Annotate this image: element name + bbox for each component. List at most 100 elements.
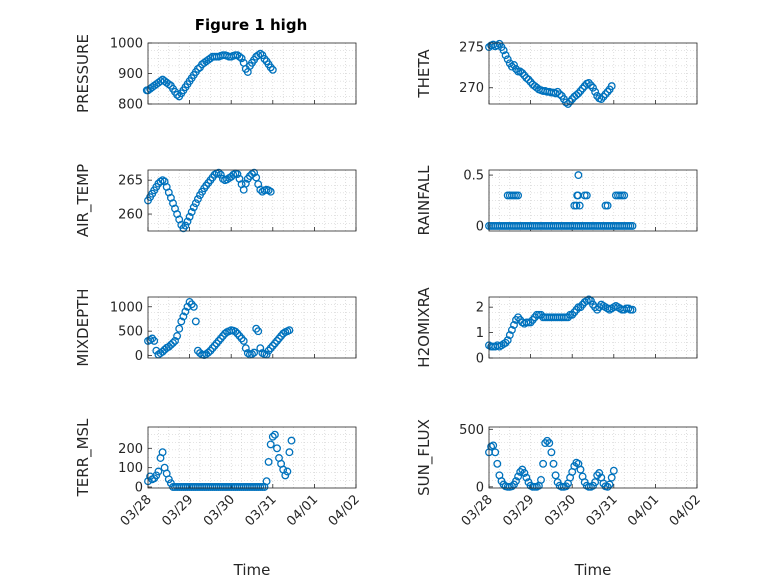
data-point	[593, 471, 602, 480]
x-tick-label: 03/30	[542, 492, 579, 529]
y-tick-label: 1	[476, 326, 484, 341]
axes-frame	[147, 426, 357, 489]
y-tick-label: 260	[118, 208, 143, 223]
y-tick-label: 200	[118, 442, 143, 457]
data-point	[589, 83, 597, 92]
data-point	[520, 469, 529, 477]
data-point	[505, 331, 514, 340]
data-point	[584, 78, 593, 87]
data-point	[273, 336, 281, 345]
data-point	[493, 41, 502, 50]
y-tick-label: 1000	[110, 37, 143, 52]
data-point	[177, 317, 186, 326]
x-tick-label: 04/01	[625, 492, 662, 529]
data-point	[287, 436, 296, 445]
x-tick-label: 04/02	[326, 492, 363, 529]
data-point	[281, 471, 290, 480]
axes-frame	[488, 426, 698, 489]
data-point	[154, 467, 163, 476]
axes-frame	[488, 42, 698, 105]
axes-frame	[147, 42, 357, 105]
data-point	[171, 336, 179, 345]
data-point	[266, 63, 275, 72]
data-point	[499, 46, 508, 55]
data-point	[216, 170, 225, 179]
y-axis-label: SUN_FLUX	[415, 419, 434, 496]
y-axis-label: TERR_MSL	[74, 418, 93, 497]
data-point	[516, 67, 525, 76]
data-point	[574, 89, 583, 98]
data-point	[507, 482, 516, 491]
data-point	[273, 444, 281, 453]
data-point	[549, 459, 558, 468]
data-point	[254, 51, 263, 60]
y-axis-label: PRESSURE	[74, 34, 92, 113]
y-tick-label: 0	[135, 349, 143, 364]
data-point	[191, 317, 200, 326]
data-point	[189, 203, 198, 212]
x-tick-label: 04/01	[284, 492, 321, 529]
data-point	[189, 302, 198, 311]
figure-title: Figure 1 high	[195, 16, 308, 34]
data-point	[237, 54, 246, 63]
y-tick-label: 275	[459, 41, 484, 56]
data-point	[285, 448, 294, 457]
data-point	[575, 201, 584, 210]
data-point	[586, 81, 595, 90]
data-point	[628, 221, 637, 230]
data-point	[169, 338, 177, 347]
data-point	[175, 324, 184, 333]
data-point	[503, 55, 512, 64]
data-point	[524, 75, 533, 84]
data-point	[233, 170, 242, 179]
data-point	[285, 326, 294, 335]
data-point	[572, 91, 581, 100]
data-point	[256, 49, 265, 58]
data-point	[607, 473, 616, 482]
y-tick-label: 100	[118, 461, 143, 476]
data-point	[218, 332, 227, 340]
y-axis-label: MIXDEPTH	[74, 288, 92, 366]
x-tick-label: 03/30	[201, 492, 238, 529]
y-tick-label: 0	[135, 481, 143, 496]
data-point	[537, 475, 545, 484]
y-axis-label: AIR_TEMP	[74, 164, 93, 237]
data-point	[522, 74, 531, 82]
data-point	[491, 448, 500, 457]
data-point	[235, 52, 244, 61]
data-point	[183, 217, 192, 226]
x-axis-label: Time	[233, 561, 271, 579]
data-point	[597, 95, 606, 104]
data-point	[578, 84, 587, 93]
data-point	[501, 51, 510, 60]
data-point	[568, 95, 577, 104]
data-point	[260, 54, 269, 63]
y-tick-label: 2	[476, 301, 484, 316]
y-tick-label: 0	[476, 480, 484, 495]
data-point	[541, 439, 550, 448]
data-point	[553, 87, 562, 96]
data-point	[268, 65, 277, 74]
subplot-mixdepth: 0 500 1000 MIXDEPTH	[74, 288, 357, 367]
data-point	[586, 296, 595, 305]
data-point	[164, 80, 173, 89]
data-point	[221, 329, 229, 338]
data-point	[603, 87, 612, 96]
data-point	[277, 332, 286, 340]
data-point	[503, 336, 512, 345]
x-tick-label: 04/02	[667, 492, 704, 529]
data-point	[181, 221, 190, 230]
data-point	[595, 469, 604, 477]
data-point	[214, 336, 223, 345]
data-point	[279, 329, 288, 338]
data-point	[591, 87, 600, 96]
data-point	[510, 321, 518, 329]
data-point	[507, 62, 516, 71]
data-point	[551, 471, 560, 480]
subplot-air-temp: 260 265 AIR_TEMP	[74, 164, 357, 237]
data-point	[609, 466, 618, 475]
x-tick-label: 03/28	[118, 492, 155, 529]
subplot-terr-msl: 0 100 200 03/28 03/29 03/30 03/31 04/01 04/02 TER…	[74, 418, 363, 579]
data-point	[214, 168, 223, 177]
data-point	[158, 448, 167, 457]
